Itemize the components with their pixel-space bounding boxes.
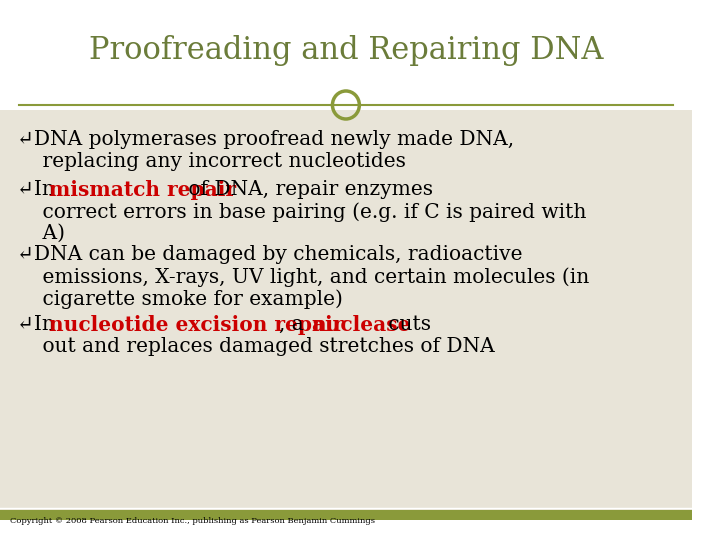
Text: mismatch repair: mismatch repair	[49, 180, 236, 200]
Text: cuts: cuts	[382, 315, 431, 334]
Text: of DNA, repair enzymes: of DNA, repair enzymes	[181, 180, 433, 199]
Text: cigarette smoke for example): cigarette smoke for example)	[17, 289, 343, 309]
Text: ↵In: ↵In	[17, 315, 61, 334]
Text: correct errors in base pairing (e.g. if C is paired with: correct errors in base pairing (e.g. if …	[17, 202, 587, 221]
Text: emissions, X-rays, UV light, and certain molecules (in: emissions, X-rays, UV light, and certain…	[17, 267, 590, 287]
Text: replacing any incorrect nucleotides: replacing any incorrect nucleotides	[17, 152, 406, 171]
Polygon shape	[0, 510, 692, 520]
Text: Proofreading and Repairing DNA: Proofreading and Repairing DNA	[89, 35, 603, 65]
Polygon shape	[0, 0, 692, 110]
Text: nuclease: nuclease	[311, 315, 410, 335]
Text: ↵DNA polymerases proofread newly made DNA,: ↵DNA polymerases proofread newly made DN…	[17, 130, 514, 149]
Polygon shape	[0, 110, 692, 515]
Text: nucleotide excision repair: nucleotide excision repair	[49, 315, 343, 335]
Text: ↵DNA can be damaged by chemicals, radioactive: ↵DNA can be damaged by chemicals, radioa…	[17, 245, 523, 264]
Text: , a: , a	[279, 315, 310, 334]
Text: out and replaces damaged stretches of DNA: out and replaces damaged stretches of DN…	[17, 337, 495, 356]
Text: A): A)	[17, 224, 66, 243]
Text: ↵In: ↵In	[17, 180, 61, 199]
Text: Copyright © 2008 Pearson Education Inc., publishing as Pearson Benjamin Cummings: Copyright © 2008 Pearson Education Inc.,…	[9, 517, 374, 525]
